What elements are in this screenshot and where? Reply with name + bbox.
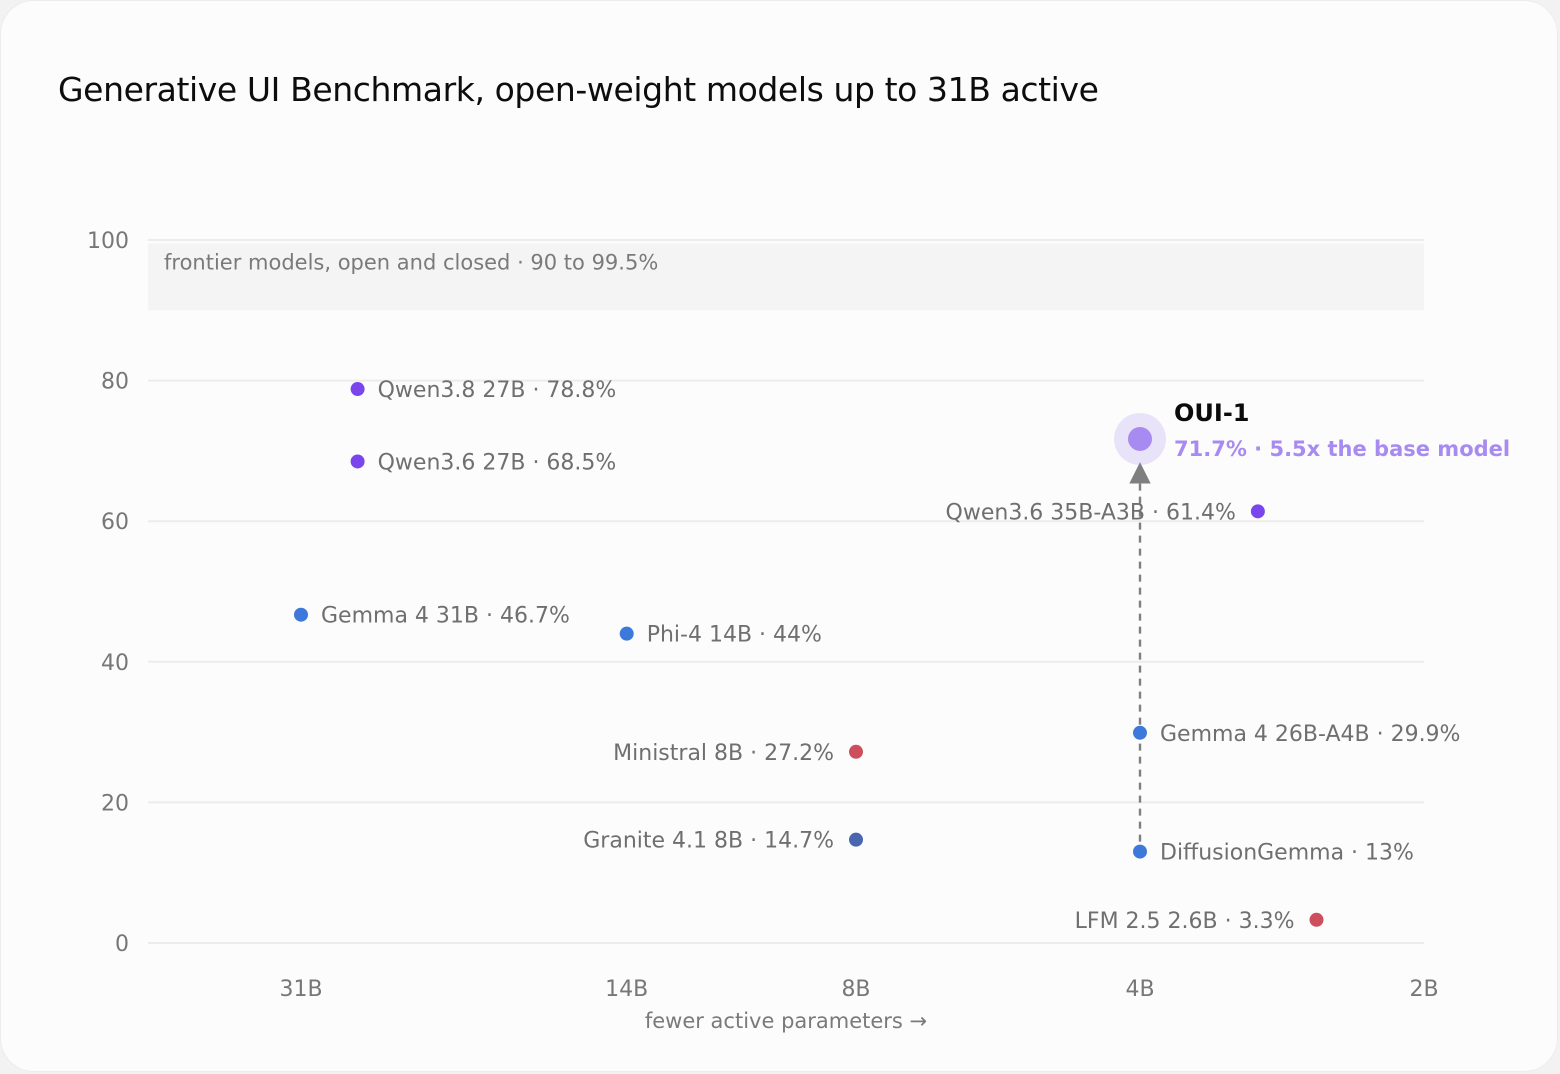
point-label-8: DiffusionGemma · 13% <box>1160 841 1414 866</box>
x-tick-8B: 8B <box>841 977 870 1002</box>
x-tick-14B: 14B <box>605 977 648 1002</box>
x-tick-4B: 4B <box>1125 977 1154 1002</box>
frontier-band-group: frontier models, open and closed · 90 to… <box>148 243 1424 311</box>
x-tick-2B: 2B <box>1409 977 1438 1002</box>
point-label-7: Gemma 4 26B-A4B · 29.9% <box>1160 722 1460 747</box>
point-label-0: Qwen3.8 27B · 78.8% <box>378 378 617 403</box>
point-0 <box>350 382 365 397</box>
point-3 <box>294 607 308 622</box>
y-tick-40: 40 <box>101 651 129 676</box>
y-tick-0: 0 <box>115 932 129 957</box>
highlight-point <box>1128 426 1152 451</box>
x-tick-labels: 31B 14B 8B 4B 2B <box>279 977 1438 1002</box>
y-tick-60: 60 <box>101 510 129 535</box>
highlight-group: OUI-1 71.7% · 5.5x the base model <box>1114 399 1510 465</box>
y-tick-100: 100 <box>87 229 129 254</box>
point-label-3: Gemma 4 31B · 46.7% <box>321 604 570 629</box>
grid-group <box>148 239 1424 944</box>
point-label-2: Qwen3.6 35B-A3B · 61.4% <box>946 500 1236 525</box>
frontier-band <box>148 243 1424 311</box>
y-tick-20: 20 <box>101 791 129 816</box>
point-label-4: Phi-4 14B · 44% <box>647 623 822 648</box>
point-label-6: Granite 4.1 8B · 14.7% <box>583 829 834 854</box>
point-6 <box>848 832 863 847</box>
y-tick-80: 80 <box>101 370 129 395</box>
frontier-band-label: frontier models, open and closed · 90 to… <box>164 251 658 275</box>
point-8 <box>1133 844 1147 859</box>
point-label-9: LFM 2.5 2.6B · 3.3% <box>1075 909 1295 934</box>
point-9 <box>1309 912 1324 927</box>
point-5 <box>848 744 863 759</box>
x-axis-label: fewer active parameters → <box>645 1009 927 1033</box>
point-label-5: Ministral 8B · 27.2% <box>613 741 834 766</box>
x-tick-31B: 31B <box>279 977 322 1002</box>
point-7 <box>1133 725 1147 740</box>
point-2 <box>1250 504 1265 519</box>
highlight-name: OUI-1 <box>1174 399 1249 427</box>
chart-title: Generative UI Benchmark, open-weight mod… <box>58 70 1099 109</box>
highlight-note: 71.7% · 5.5x the base model <box>1174 437 1510 461</box>
point-label-1: Qwen3.6 27B · 68.5% <box>378 450 617 475</box>
y-tick-labels: 0 20 40 60 80 100 <box>87 229 129 957</box>
point-1 <box>350 454 365 469</box>
data-points-group: Qwen3.8 27B · 78.8% Qwen3.6 27B · 68.5% Qw… <box>294 378 1460 934</box>
point-4 <box>619 626 634 641</box>
